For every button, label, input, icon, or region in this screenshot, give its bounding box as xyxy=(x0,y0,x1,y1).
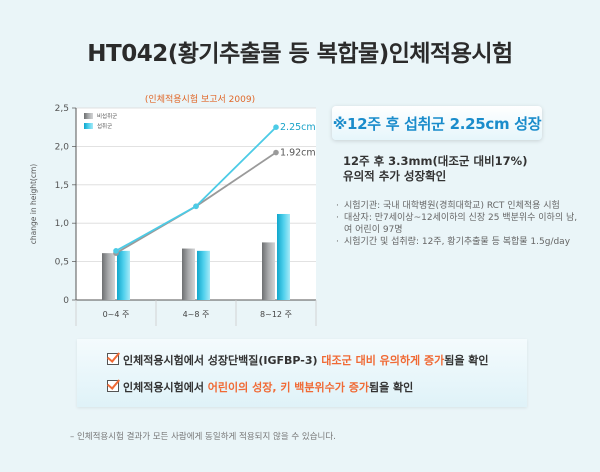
x-tick-label: 8~12 주 xyxy=(260,310,292,319)
finding-1-text: 인체적용시험에서 성장단백질(IGFBP-3) xyxy=(123,354,322,367)
subhead-line-1: 12주 후 3.3mm(대조군 대비17%) xyxy=(343,154,528,168)
finding-1-tail: 됨을 확인 xyxy=(444,354,489,367)
callout-box: ※12주 후 섭취군 2.25cm 성장 xyxy=(332,106,542,140)
bar-control xyxy=(102,253,115,300)
check-icon xyxy=(107,353,119,365)
bar-control xyxy=(182,248,195,300)
y-tick-label: 0,5 xyxy=(55,258,69,268)
line-end-label: 1.92cm xyxy=(280,148,316,159)
finding-1-highlight: 대조군 대비 유의하게 증가 xyxy=(321,354,445,367)
finding-2-highlight: 어린이의 성장, 키 백분위수가 증가 xyxy=(207,381,369,394)
bar-treatment xyxy=(197,250,210,300)
line-end-label: 2.25cm xyxy=(280,122,316,133)
note-institution: 시험기관: 국내 대학병원(경희대학교) RCT 인체적용 시험 xyxy=(336,200,586,212)
note-duration: 시험기간 및 섭취량: 12주, 황기추출물 등 복합물 1.5g/day xyxy=(336,236,586,248)
line-point xyxy=(193,203,199,210)
findings-box: 인체적용시험에서 성장단백질(IGFBP-3) 대조군 대비 유의하게 증가됨을… xyxy=(77,339,527,407)
bar-control xyxy=(262,242,275,300)
finding-1: 인체적용시험에서 성장단백질(IGFBP-3) 대조군 대비 유의하게 증가됨을… xyxy=(107,352,489,368)
subhead-line-2: 유의적 추가 성장확인 xyxy=(343,169,447,183)
finding-2-text: 인체적용시험에서 xyxy=(123,381,208,394)
legend-swatch xyxy=(84,123,93,129)
line-point xyxy=(113,248,119,254)
line-point xyxy=(273,124,279,130)
check-icon xyxy=(107,380,119,392)
source-note: (인체적용시험 보고서 2009) xyxy=(144,95,256,105)
x-tick-label: 4~8 주 xyxy=(183,310,210,319)
growth-chart: 0 0,5 1,0 1,5 2,0 2,5 change in height(cm) 0~4 … xyxy=(29,104,317,326)
legend-swatch xyxy=(84,113,93,119)
y-axis-label: change in height(cm) xyxy=(29,164,38,244)
page-title: HT042(황기추출물 등 복합물)인체적용시험 xyxy=(87,41,513,67)
y-tick-label: 1,0 xyxy=(55,219,70,229)
study-notes: 시험기관: 국내 대학병원(경희대학교) RCT 인체적용 시험 대상자: 만7… xyxy=(336,200,586,248)
x-tick-label: 0~4 주 xyxy=(103,310,130,319)
bar-treatment xyxy=(277,213,290,300)
y-tick-label: 2,0 xyxy=(55,142,70,152)
legend-label: 비섭취군 xyxy=(97,112,117,120)
finding-2: 인체적용시험에서 어린이의 성장, 키 백분위수가 증가됨을 확인 xyxy=(107,379,413,395)
disclaimer: – 인체적용시험 결과가 모든 사람에게 동일하게 적용되지 않을 수 있습니다… xyxy=(70,432,336,442)
y-tick-label: 0 xyxy=(63,296,69,306)
y-tick-label: 1,5 xyxy=(55,181,69,191)
line-point xyxy=(273,149,279,156)
legend-label: 섭취군 xyxy=(97,122,112,130)
bar-treatment xyxy=(117,250,130,300)
note-subjects: 대상자: 만7세이상~12세이하의 신장 25 백분위수 이하의 남, 여 어린… xyxy=(336,212,586,236)
finding-2-tail: 됨을 확인 xyxy=(368,381,414,394)
y-tick-label: 2,5 xyxy=(55,104,69,114)
